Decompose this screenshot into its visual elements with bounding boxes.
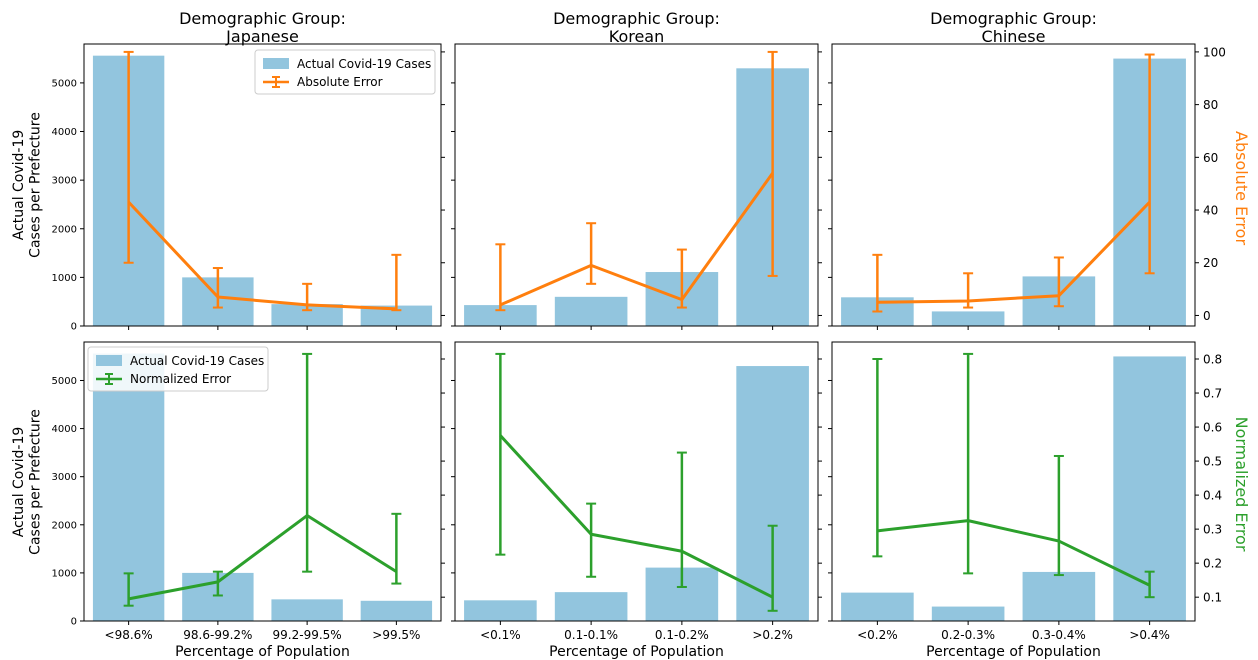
x-tick-label: >0.2% (752, 628, 793, 642)
left-axis-label-line1: Actual Covid-19 (11, 130, 27, 241)
x-tick-label: <0.1% (480, 628, 521, 642)
right-tick-label: 0 (1203, 309, 1211, 323)
x-tick-label: <98.6% (105, 628, 153, 642)
legend-box (87, 346, 269, 392)
right-tick-label: 80 (1203, 98, 1218, 112)
panel-bottom-right: 0.1 0.2 0.3 0.4 0.5 0.6 0.7 0.8 <0.2% 0.2-0.3% 0.3… (828, 341, 1222, 660)
bar-0.1-0.1% (554, 592, 628, 621)
panel-top-middle: Demographic Group:Korean (451, 9, 822, 330)
right-tick-label: 0.8 (1203, 353, 1222, 367)
x-axis-label: Percentage of Population (549, 644, 724, 660)
error-line (877, 519, 1151, 587)
bar-99.2-99.5% (271, 304, 343, 326)
axes-frame (83, 43, 442, 327)
axes-frame (831, 341, 1196, 622)
left-axis-label-line2: Cases per Prefecture (27, 409, 43, 555)
right-tick-label: 0.3 (1203, 523, 1222, 537)
bar-0.2-0.3% (931, 311, 1005, 326)
left-tick-label: 2000 (52, 224, 77, 235)
x-tick-label: 0.1-0.1% (564, 628, 618, 642)
left-tick-label: 1000 (52, 273, 77, 284)
left-tick-label: 2000 (52, 520, 77, 531)
left-tick-label: 4000 (52, 127, 77, 138)
panel-title-line2: Chinese (982, 27, 1046, 46)
left-tick-label: 0 (71, 617, 77, 628)
bar->99.5% (360, 600, 433, 621)
error-line (128, 514, 398, 601)
right-axis-label-top: Absolute Error (1232, 131, 1251, 245)
bar-<0.2% (841, 592, 914, 621)
axes-frame (83, 341, 442, 622)
left-tick-label: 4000 (52, 424, 77, 435)
error-line (499, 434, 774, 599)
left-axis-label-line1: Actual Covid-19 (11, 427, 27, 538)
axes-frame (831, 43, 1196, 327)
legend-label-cases: Actual Covid-19 Cases (297, 57, 431, 71)
bar-99.2-99.5% (271, 599, 343, 621)
x-tick-label: 0.3-0.4% (1032, 628, 1086, 642)
error-line (877, 201, 1151, 304)
right-tick-label: 20 (1203, 256, 1218, 270)
bar-<0.1% (464, 305, 537, 326)
legend-box (254, 49, 436, 95)
panel-title-line2: Korean (609, 27, 665, 46)
panel-bottom-left: 0 1000 2000 3000 4000 5000 <98.6% 98.6-99.2% 99.… (52, 341, 445, 660)
left-tick-label: 1000 (52, 568, 77, 579)
right-tick-label: 0.4 (1203, 489, 1222, 503)
axes-frame (454, 43, 819, 327)
bar-0.3-0.4% (1022, 571, 1096, 621)
left-tick-label: 3000 (52, 176, 77, 187)
right-axis-label-bottom: Normalized Error (1232, 417, 1251, 552)
right-tick-label: 60 (1203, 151, 1218, 165)
left-axis-label-bottom: Actual Covid-19Cases per Prefecture (11, 409, 43, 555)
panel-title-line2: Japanese (225, 27, 299, 46)
left-tick-label: 3000 (52, 472, 77, 483)
legend-label-error: Normalized Error (130, 372, 231, 386)
bar-0.2-0.3% (931, 606, 1005, 621)
panel-title-line1: Demographic Group: (553, 9, 720, 28)
right-tick-label: 0.2 (1203, 557, 1222, 571)
panel-title-line1: Demographic Group: (179, 9, 346, 28)
error-line (499, 172, 774, 307)
x-tick-label: 99.2-99.5% (273, 628, 342, 642)
error-line (127, 201, 397, 311)
right-tick-label: 100 (1203, 45, 1226, 59)
legend-swatch-bars (263, 58, 289, 69)
x-axis-label: Percentage of Population (926, 644, 1101, 660)
x-axis-label: Percentage of Population (175, 644, 350, 660)
panel-bottom-middle: <0.1% 0.1-0.1% 0.1-0.2% >0.2% Percentage of … (451, 341, 822, 660)
bar-<0.1% (464, 600, 537, 621)
panel-top-left: 0 1000 2000 3000 4000 5000 Demographic Group:J… (52, 9, 445, 333)
left-axis-label-line2: Cases per Prefecture (27, 112, 43, 258)
x-tick-label: <0.2% (857, 628, 898, 642)
legend-label-error: Absolute Error (297, 75, 383, 89)
right-tick-label: 0.5 (1203, 455, 1222, 469)
left-tick-label: 0 (71, 322, 77, 333)
panel-top-right: 0 20 40 60 80 100 Demographic Group:Chinese (828, 9, 1226, 330)
x-tick-label: 0.2-0.3% (941, 628, 995, 642)
legend: Actual Covid-19 Cases Absolute Error (254, 49, 436, 95)
bar-0.1-0.1% (554, 296, 628, 326)
x-tick-label: >99.5% (372, 628, 420, 642)
left-axis-label-top: Actual Covid-19Cases per Prefecture (11, 112, 43, 258)
legend: Actual Covid-19 Cases Normalized Error (87, 346, 269, 392)
legend-swatch-bars (96, 355, 122, 366)
left-tick-label: 5000 (52, 376, 77, 387)
x-tick-label: >0.4% (1129, 628, 1170, 642)
legend-label-cases: Actual Covid-19 Cases (130, 354, 264, 368)
right-tick-label: 0.7 (1203, 387, 1222, 401)
bar->99.5% (360, 305, 433, 326)
x-tick-label: 0.1-0.2% (655, 628, 709, 642)
left-tick-label: 5000 (52, 78, 77, 89)
right-tick-label: 0.6 (1203, 421, 1222, 435)
x-tick-label: 98.6-99.2% (183, 628, 252, 642)
right-tick-label: 0.1 (1203, 591, 1222, 605)
right-tick-label: 40 (1203, 204, 1218, 218)
axes-frame (454, 341, 819, 622)
panel-title-line1: Demographic Group: (930, 9, 1097, 28)
